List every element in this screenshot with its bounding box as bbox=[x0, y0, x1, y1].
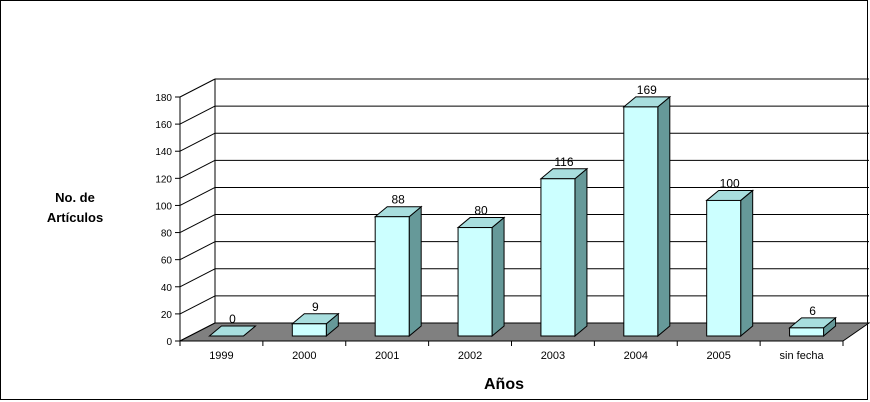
y-tick-label-0: 0 bbox=[166, 337, 172, 348]
bar-2002 bbox=[456, 216, 506, 338]
side-gridline-140 bbox=[179, 132, 216, 152]
x-tick-label-6: 2005 bbox=[706, 350, 730, 362]
y-axis-title-line-1: No. de bbox=[55, 190, 95, 205]
y-tick-label-100: 100 bbox=[155, 201, 172, 212]
x-axis-title: Años bbox=[484, 376, 524, 393]
bar-top-0 bbox=[208, 325, 257, 337]
bar-front-5 bbox=[623, 106, 659, 337]
bar-side-6 bbox=[740, 189, 754, 338]
bar-side-5 bbox=[657, 95, 671, 338]
bar-front-3 bbox=[457, 227, 493, 337]
bar-side-3 bbox=[491, 216, 505, 338]
x-tick-label-4: 2003 bbox=[541, 350, 565, 362]
bar-2001 bbox=[373, 205, 423, 338]
y-tick-label-140: 140 bbox=[155, 147, 172, 158]
bar-1999 bbox=[208, 325, 257, 337]
x-tick-label-3: 2002 bbox=[458, 350, 482, 362]
data-label-6: 100 bbox=[720, 176, 740, 190]
bar-2004 bbox=[622, 95, 672, 338]
side-gridline-160 bbox=[179, 105, 216, 125]
side-gridline-60 bbox=[179, 241, 216, 261]
x-tick-label-7: sin fecha bbox=[780, 350, 825, 362]
data-label-5: 169 bbox=[637, 83, 657, 97]
floor-layer bbox=[179, 322, 870, 342]
data-label-2: 88 bbox=[392, 193, 406, 207]
bar-sin-fecha bbox=[788, 316, 837, 338]
data-label-4: 116 bbox=[554, 155, 573, 169]
y-tick-label-180: 180 bbox=[155, 93, 172, 104]
side-gridline-40 bbox=[179, 268, 216, 288]
y-axis-title-line-2: Artículos bbox=[47, 210, 103, 225]
y-tick-label-40: 40 bbox=[161, 283, 173, 294]
y-tick-label-120: 120 bbox=[155, 174, 172, 185]
bar-front-6 bbox=[706, 199, 742, 337]
bar-front-7 bbox=[789, 327, 825, 337]
data-label-3: 80 bbox=[474, 204, 488, 218]
side-gridline-20 bbox=[179, 295, 216, 315]
y-tick-label-60: 60 bbox=[161, 256, 173, 267]
floor-plane bbox=[179, 322, 870, 342]
grid-layer bbox=[175, 78, 869, 346]
bar-2003 bbox=[539, 167, 589, 338]
x-tick-label-0: 1999 bbox=[209, 350, 233, 362]
bar-2000 bbox=[290, 312, 340, 338]
bar-side-4 bbox=[574, 167, 588, 338]
labels-layer: 0 20 40 60 80 100 120 140 160 180 0 1999 9 2000 88 2001… bbox=[155, 83, 824, 362]
x-tick-label-1: 2000 bbox=[292, 350, 316, 362]
bar-front-2 bbox=[374, 216, 410, 337]
side-gridline-120 bbox=[179, 159, 216, 179]
bar-front-1 bbox=[291, 323, 327, 337]
y-tick-label-160: 160 bbox=[155, 120, 172, 131]
x-tick-label-2: 2001 bbox=[375, 350, 399, 362]
bar-front-4 bbox=[540, 178, 576, 337]
side-gridline-80 bbox=[179, 214, 216, 234]
data-label-7: 6 bbox=[809, 304, 816, 318]
bar-side-2 bbox=[408, 205, 422, 338]
x-tick-label-5: 2004 bbox=[624, 350, 648, 362]
data-label-0: 0 bbox=[229, 312, 236, 326]
y-tick-label-80: 80 bbox=[161, 229, 173, 240]
bar-2005 bbox=[705, 189, 755, 338]
data-label-1: 9 bbox=[312, 300, 319, 314]
y-tick-label-20: 20 bbox=[161, 310, 173, 321]
side-gridline-100 bbox=[179, 186, 216, 206]
side-gridline-180 bbox=[179, 78, 216, 98]
bars-layer bbox=[208, 95, 837, 338]
